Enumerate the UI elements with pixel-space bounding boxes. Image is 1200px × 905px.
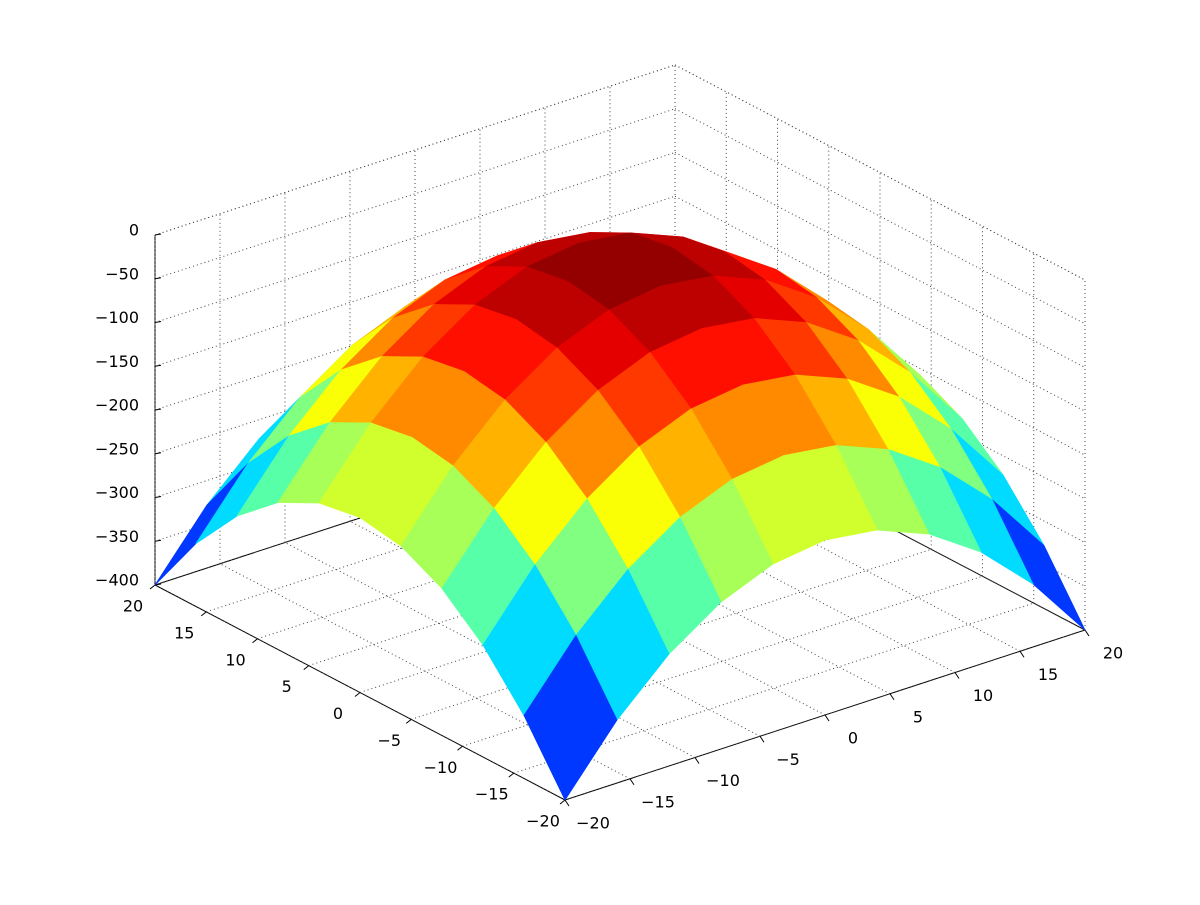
tick-mark [303, 665, 310, 671]
z-tick-label: 0 [129, 221, 139, 240]
z-tick-label: −400 [95, 571, 139, 590]
x-tick-label: −15 [641, 792, 675, 811]
x-tick-label: 15 [1038, 665, 1058, 684]
x-tick-label: 20 [1103, 644, 1123, 663]
z-tick-label: −200 [95, 396, 139, 415]
tick-mark [629, 778, 635, 786]
y-tick-label: −10 [424, 758, 458, 777]
tick-mark [405, 718, 412, 724]
y-tick-label: 20 [123, 597, 143, 616]
tick-mark [508, 772, 515, 778]
z-tick-label: −100 [95, 308, 139, 327]
y-tick-label: −15 [475, 785, 509, 804]
tick-mark [252, 638, 258, 644]
tick-mark [559, 799, 566, 805]
tick-mark [457, 745, 463, 751]
y-tick-label: −5 [377, 731, 401, 750]
y-tick-label: 5 [282, 677, 292, 696]
tick-mark [1084, 629, 1090, 637]
z-tick-label: −300 [95, 483, 139, 502]
tick-mark [154, 539, 162, 542]
z-tick-label: −250 [95, 439, 139, 458]
y-tick-label: 15 [174, 623, 194, 642]
tick-mark [154, 452, 162, 455]
y-tick-label: 10 [225, 650, 245, 669]
tick-mark [1019, 650, 1025, 658]
tick-mark [154, 233, 162, 236]
z-tick-label: −150 [95, 352, 139, 371]
surface-cell [523, 635, 618, 801]
x-tick-label: −10 [706, 771, 740, 790]
tick-mark [154, 496, 162, 498]
tick-mark [889, 693, 895, 701]
tick-mark [200, 611, 207, 617]
tick-mark [149, 584, 156, 590]
y-tick-label: 0 [333, 704, 343, 723]
tick-mark [154, 583, 162, 586]
x-tick-label: −5 [776, 750, 800, 769]
surface-cell [154, 463, 249, 586]
tick-mark [954, 672, 960, 679]
y-tick-label: −20 [526, 812, 560, 831]
tick-mark [759, 735, 765, 743]
x-tick-label: 5 [913, 707, 923, 726]
tick-mark [154, 321, 162, 323]
z-tick-label: −350 [95, 527, 139, 546]
tick-mark [824, 714, 830, 722]
tick-mark [694, 757, 700, 764]
tick-mark [354, 692, 361, 697]
tick-mark [154, 408, 162, 411]
z-tick-label: −50 [105, 264, 139, 283]
tick-mark [154, 277, 162, 280]
x-tick-label: 0 [848, 729, 858, 748]
x-tick-label: 10 [973, 686, 993, 705]
tick-mark [564, 799, 570, 807]
tick-mark [154, 364, 162, 367]
x-tick-label: −20 [576, 814, 610, 833]
